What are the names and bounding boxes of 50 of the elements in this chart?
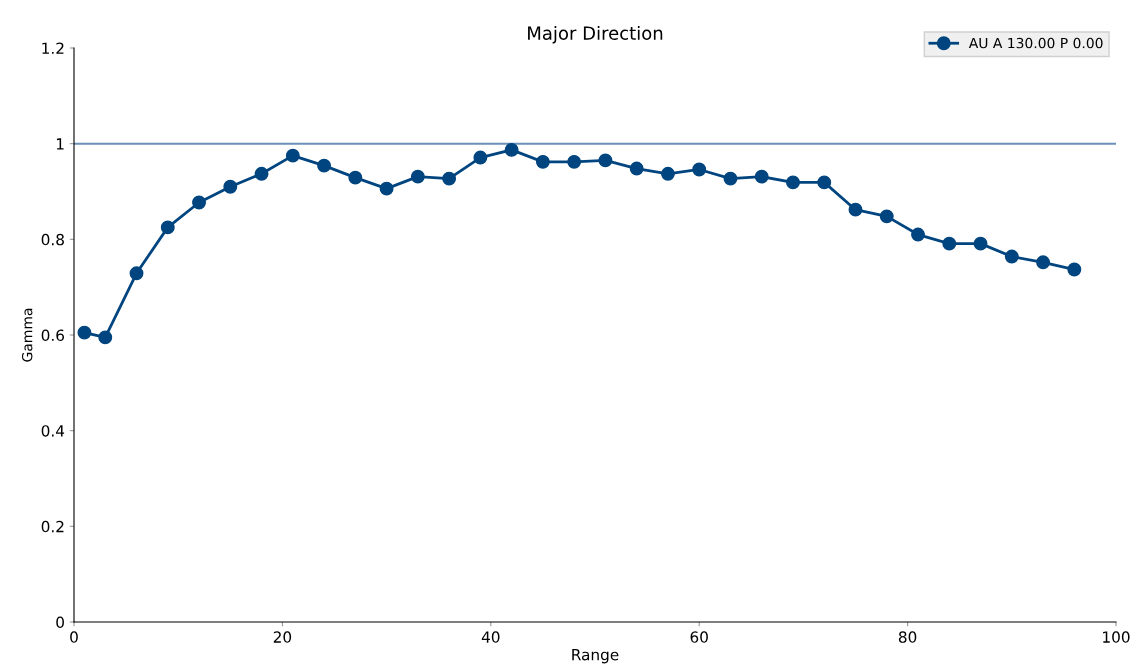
point — [317, 158, 332, 173]
x-tick-label: 100 — [1103, 631, 1130, 643]
point — [879, 209, 894, 224]
chart-title: Major Direction — [528, 25, 663, 44]
point — [629, 161, 644, 176]
point — [77, 325, 92, 340]
point — [692, 162, 707, 177]
point — [160, 220, 175, 235]
point — [504, 142, 519, 157]
x-tick-label: 20 — [273, 631, 292, 643]
point — [911, 227, 925, 242]
y-tick-label: 1 — [56, 138, 64, 150]
point — [660, 166, 675, 181]
point — [942, 236, 957, 251]
point — [786, 175, 800, 190]
point — [410, 169, 425, 184]
x-axis-title: Range — [572, 649, 619, 664]
point — [848, 202, 863, 217]
point — [598, 153, 613, 168]
x-tick-label: 60 — [690, 631, 708, 643]
point — [567, 154, 582, 169]
point — [285, 148, 300, 163]
point — [1067, 262, 1082, 277]
point — [754, 169, 769, 184]
y-tick-label: 1.2 — [42, 42, 64, 54]
x-tick-label: 80 — [898, 631, 917, 643]
point — [379, 181, 394, 196]
x-tick-label: 40 — [481, 631, 500, 643]
point — [1004, 249, 1019, 264]
y-tick-label: 0.4 — [41, 425, 65, 437]
point — [192, 195, 206, 210]
point — [723, 171, 738, 186]
x-tick-label: 0 — [70, 631, 78, 643]
y-tick-label: 0 — [56, 616, 64, 629]
point — [442, 171, 457, 186]
point — [254, 166, 269, 181]
y-tick-label: 0.6 — [41, 329, 65, 342]
y-axis-title: Gamma — [21, 308, 33, 362]
point — [817, 175, 832, 190]
point — [348, 170, 363, 185]
point — [98, 330, 113, 345]
point — [973, 236, 988, 251]
point — [129, 266, 144, 281]
point — [223, 179, 238, 194]
point — [473, 150, 488, 165]
point — [535, 154, 550, 169]
y-tick-label: 0.8 — [41, 233, 64, 246]
point — [1036, 255, 1051, 270]
y-tick-label: 0.2 — [41, 520, 64, 533]
legend-label: AU A 130.00 P 0.00 — [968, 37, 1103, 49]
